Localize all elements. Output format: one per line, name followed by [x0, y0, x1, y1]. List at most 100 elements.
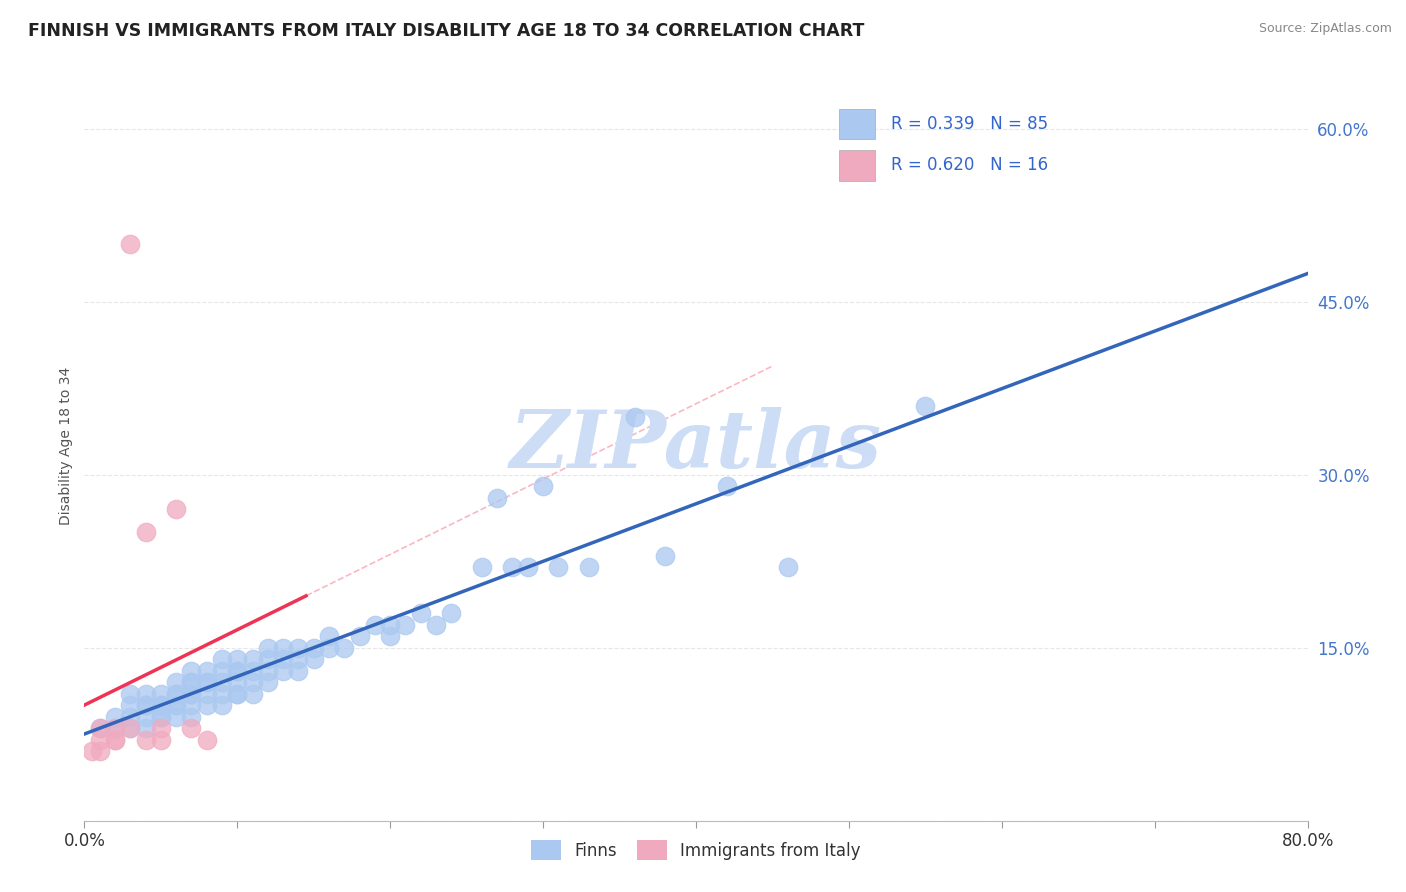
Point [516, 560, 538, 574]
Point [380, 617, 402, 632]
Point [135, 733, 157, 747]
Point [440, 606, 463, 620]
Point [226, 664, 249, 678]
Point [180, 687, 202, 701]
Point [624, 410, 647, 425]
Point [89, 722, 111, 736]
Point [333, 640, 356, 655]
Point [578, 560, 600, 574]
Text: R = 0.620   N = 16: R = 0.620 N = 16 [890, 156, 1047, 174]
Point [271, 640, 294, 655]
Point [104, 733, 127, 747]
Point [180, 687, 202, 701]
Point [776, 560, 799, 574]
Point [211, 687, 233, 701]
Point [242, 652, 264, 666]
Point [120, 698, 142, 713]
Point [104, 733, 127, 747]
Point [242, 675, 264, 690]
Point [349, 629, 371, 643]
Point [80, 744, 103, 758]
Point [165, 502, 187, 516]
Point [120, 237, 142, 252]
Point [104, 722, 127, 736]
Point [242, 664, 264, 678]
Point [149, 722, 172, 736]
Point [287, 664, 309, 678]
Point [257, 675, 280, 690]
Point [135, 722, 157, 736]
Point [716, 479, 738, 493]
Point [302, 640, 325, 655]
FancyBboxPatch shape [839, 109, 876, 139]
Point [195, 675, 218, 690]
Point [135, 710, 157, 724]
Point [226, 664, 249, 678]
Point [135, 687, 157, 701]
Point [135, 698, 157, 713]
Point [471, 560, 494, 574]
Point [165, 698, 187, 713]
Point [165, 698, 187, 713]
Y-axis label: Disability Age 18 to 34: Disability Age 18 to 34 [59, 367, 73, 525]
Point [165, 710, 187, 724]
Point [226, 675, 249, 690]
Point [318, 640, 340, 655]
Point [180, 710, 202, 724]
Point [149, 710, 172, 724]
Point [165, 687, 187, 701]
Point [302, 652, 325, 666]
Point [180, 675, 202, 690]
Legend: Finns, Immigrants from Italy: Finns, Immigrants from Italy [523, 831, 869, 869]
Point [195, 675, 218, 690]
Point [135, 698, 157, 713]
Point [165, 675, 187, 690]
Point [120, 687, 142, 701]
Point [89, 744, 111, 758]
FancyBboxPatch shape [839, 150, 876, 180]
Point [257, 640, 280, 655]
Point [318, 629, 340, 643]
Point [502, 560, 524, 574]
Point [531, 479, 554, 493]
Point [89, 733, 111, 747]
Point [120, 710, 142, 724]
Point [654, 549, 676, 563]
Text: R = 0.339   N = 85: R = 0.339 N = 85 [890, 115, 1047, 133]
Point [120, 722, 142, 736]
Point [211, 675, 233, 690]
Point [409, 606, 432, 620]
Point [242, 687, 264, 701]
Point [211, 652, 233, 666]
Point [195, 664, 218, 678]
Point [914, 399, 936, 413]
Text: ZIPatlas: ZIPatlas [510, 408, 882, 484]
Point [195, 733, 218, 747]
Point [211, 664, 233, 678]
Point [195, 687, 218, 701]
Point [271, 652, 294, 666]
Point [149, 733, 172, 747]
Point [180, 675, 202, 690]
Point [547, 560, 569, 574]
Text: Source: ZipAtlas.com: Source: ZipAtlas.com [1258, 22, 1392, 36]
Point [149, 687, 172, 701]
Point [364, 617, 387, 632]
Point [149, 698, 172, 713]
Point [135, 525, 157, 540]
Point [149, 710, 172, 724]
Point [104, 722, 127, 736]
Point [180, 698, 202, 713]
Point [120, 722, 142, 736]
Point [257, 664, 280, 678]
Point [149, 698, 172, 713]
Point [195, 698, 218, 713]
Point [180, 722, 202, 736]
Point [226, 652, 249, 666]
Point [287, 652, 309, 666]
Point [180, 664, 202, 678]
Point [89, 722, 111, 736]
Point [425, 617, 447, 632]
Point [287, 640, 309, 655]
Point [226, 687, 249, 701]
